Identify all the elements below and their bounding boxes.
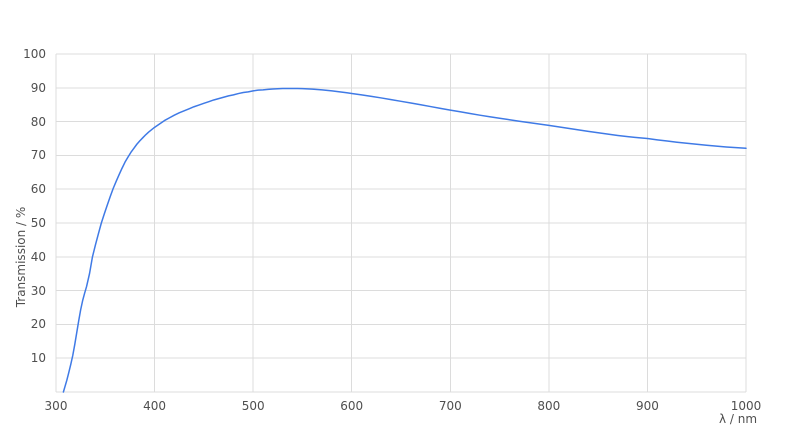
y-tick-label: 70 bbox=[30, 148, 46, 163]
y-tick-label: 10 bbox=[30, 351, 46, 366]
y-tick-label: 90 bbox=[30, 80, 46, 95]
x-tick-label: 700 bbox=[438, 399, 462, 413]
y-tick-label: 20 bbox=[30, 317, 46, 332]
x-tick-label: 900 bbox=[635, 399, 659, 413]
series-line bbox=[62, 87, 747, 393]
transmission-curve bbox=[62, 87, 747, 393]
y-tick-label: 60 bbox=[30, 182, 46, 197]
x-tick-label: 600 bbox=[340, 399, 364, 413]
y-tick-label: 40 bbox=[30, 249, 46, 264]
x-axis-label: λ / nm bbox=[718, 412, 758, 426]
x-tick-label: 400 bbox=[143, 399, 167, 413]
y-tick-label: 50 bbox=[30, 216, 46, 230]
y-tick-label: 100 bbox=[23, 47, 46, 61]
gridlines bbox=[55, 53, 747, 393]
plot-area bbox=[55, 53, 747, 393]
x-tick-label: 800 bbox=[537, 399, 561, 413]
y-tick-label: 80 bbox=[30, 114, 46, 129]
x-tick-label: 1000 bbox=[730, 399, 762, 413]
y-tick-label: 30 bbox=[30, 283, 46, 298]
x-tick-label: 500 bbox=[241, 399, 265, 413]
x-tick-label: 300 bbox=[44, 399, 68, 413]
